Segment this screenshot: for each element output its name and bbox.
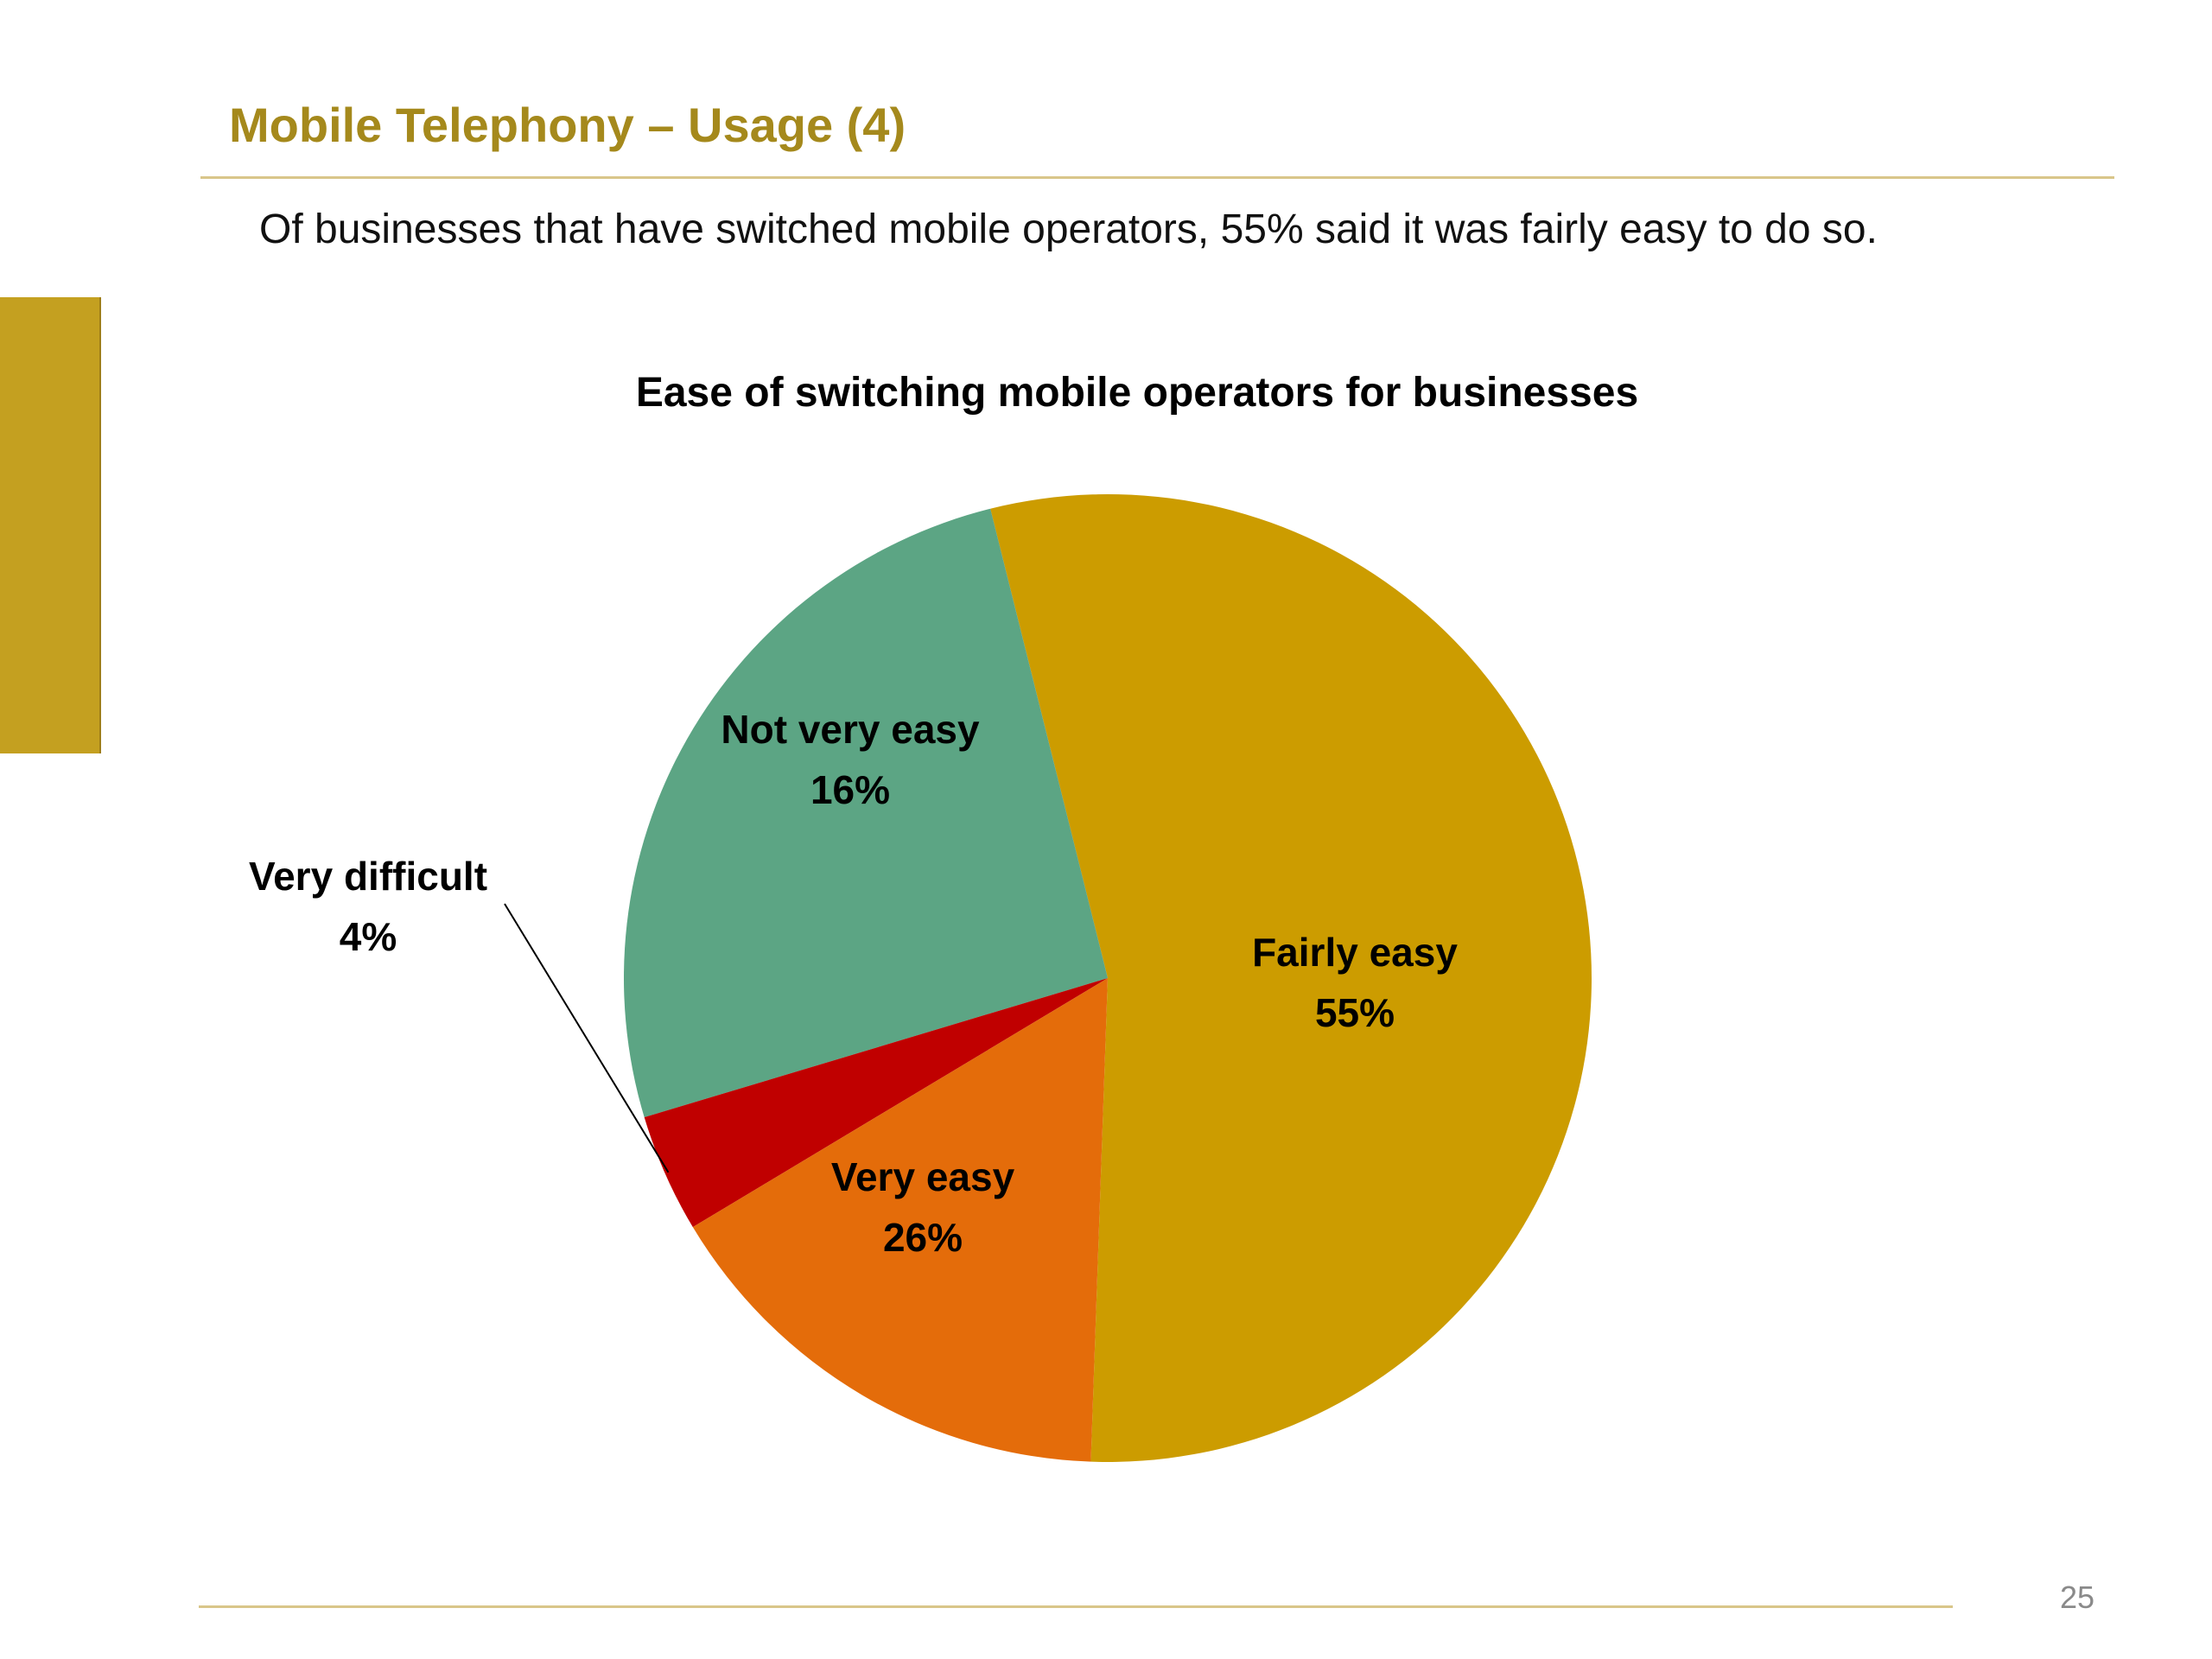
footer-divider [199, 1605, 1953, 1608]
slice-label-very-difficult: Very difficult [249, 854, 487, 899]
pie-slice-not-very-easy [692, 978, 1108, 1462]
pie-slice-very-difficult [644, 978, 1108, 1228]
title-divider [200, 176, 2114, 179]
slice-value-very-difficult: 4% [340, 914, 397, 959]
pie-slices [623, 494, 1592, 1462]
leader-line-very-difficult [504, 903, 670, 1173]
slice-value-not-very-easy: 16% [810, 767, 890, 812]
pie-slice-fairly-easy [990, 494, 1592, 1462]
side-accent-bar [0, 297, 101, 753]
page-number: 25 [2060, 1580, 2095, 1615]
pie-slice-very-easy [623, 508, 1108, 1118]
slide-title: Mobile Telephony – Usage (4) [229, 98, 906, 152]
slice-label-very-easy: Very easy [831, 1154, 1015, 1199]
pie-labels: Fairly easy 55% Very easy 26% Very difficult… [249, 707, 1458, 1260]
slice-label-not-very-easy: Not very easy [721, 707, 980, 752]
slice-value-fairly-easy: 55% [1315, 990, 1395, 1035]
slice-label-fairly-easy: Fairly easy [1252, 930, 1458, 975]
slice-value-very-easy: 26% [883, 1215, 963, 1260]
slide-subtitle: Of businesses that have switched mobile … [259, 207, 1878, 252]
chart-title: Ease of switching mobile operators for b… [636, 370, 1638, 416]
